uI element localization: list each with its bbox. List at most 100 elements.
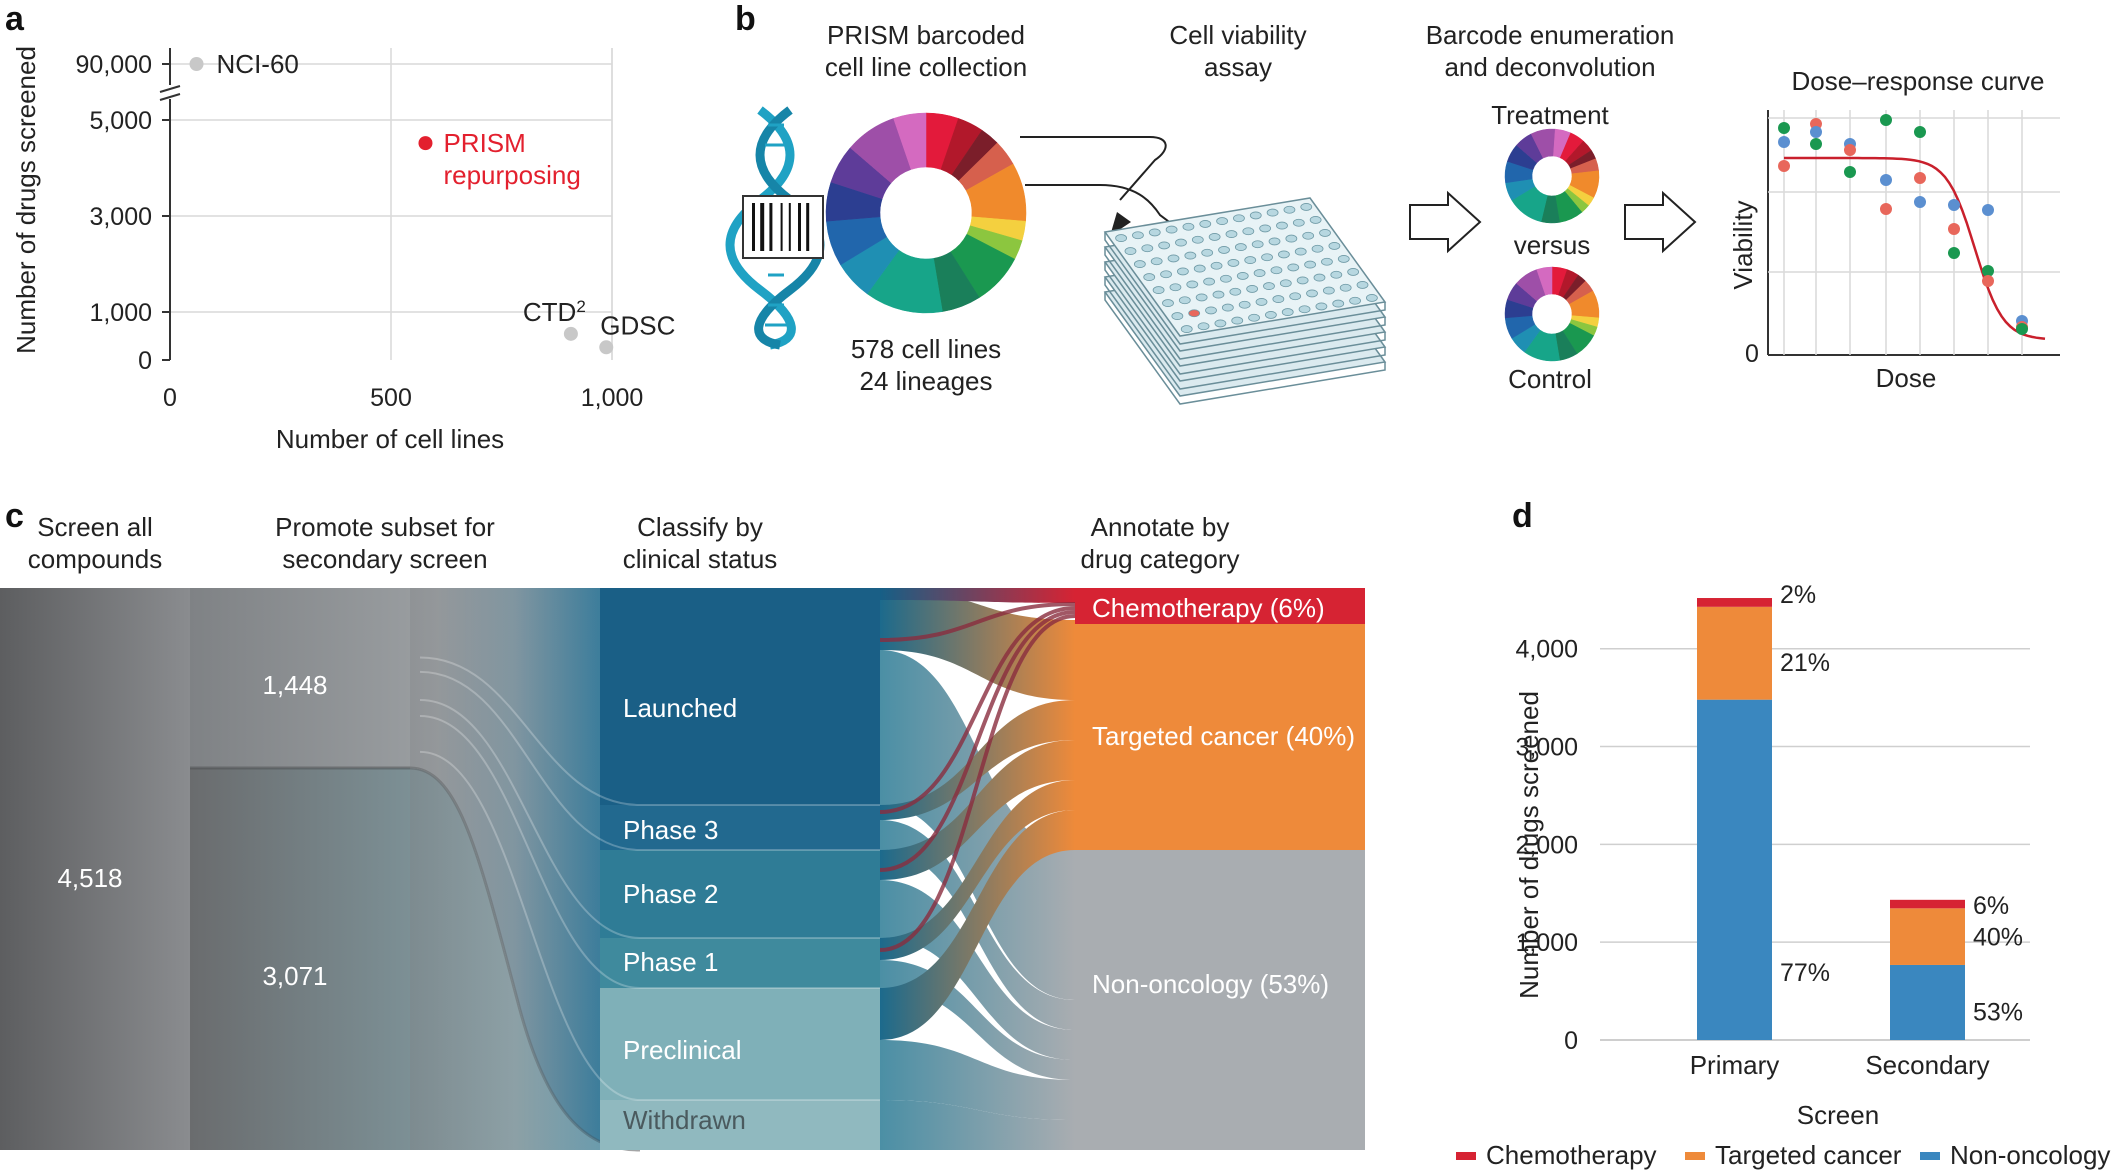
well [1313,273,1326,282]
well [1203,277,1216,286]
well [1171,312,1184,320]
well [1201,248,1214,257]
well [1281,308,1294,316]
dose-point [1948,199,1960,211]
well [1300,203,1313,211]
well [1242,227,1255,236]
d-bar-label: 53% [1973,998,2023,1026]
d-bar-segment [1890,899,1965,909]
well [1191,235,1204,244]
well [1266,208,1279,217]
a-label-gdsc: GDSC [600,310,675,340]
col3-line1: Classify by [637,512,763,542]
well [1248,313,1260,322]
a-ytick-label: 5,000 [89,107,152,135]
well [1221,303,1234,312]
well [1162,299,1174,307]
control-donut [1504,266,1600,362]
dose-point [1982,265,1994,277]
dose-point [1948,247,1960,259]
well [1319,229,1331,237]
well [1165,225,1178,234]
status-label: Preclinical [623,1035,742,1065]
d-ytick-label: 4,000 [1515,636,1578,664]
ribbon [880,588,1075,700]
well-plate-stack-icon [1103,197,1387,405]
ribbon [880,1040,1075,1120]
legend-label: Chemotherapy [1486,1140,1657,1170]
well [1349,296,1361,305]
d-ytick-label: 3,000 [1515,734,1578,762]
d-bar-label: 21% [1780,649,1830,677]
panel-a-grid [170,48,613,360]
well [1321,257,1333,266]
dose-point [1880,174,1892,186]
well [1150,257,1163,266]
well [1167,254,1180,263]
status-band [600,805,880,850]
dose-point [1810,138,1822,150]
a-label-prism-1: PRISM [443,128,525,158]
cell-line-donut [825,112,1027,314]
axis-break-mark-2 [159,93,181,101]
status-label: Phase 2 [623,879,718,909]
well [1287,263,1300,272]
well [1212,290,1225,299]
category-label: Chemotherapy (6%) [1092,593,1325,623]
well [1160,270,1172,279]
status-label: Phase 3 [623,815,718,845]
not-promoted-count: 3,071 [262,961,327,991]
d-xtick-label: Secondary [1865,1050,1989,1080]
dose-point [2016,323,2028,335]
well [1132,231,1144,240]
a-xtick-label: 500 [370,384,412,412]
dose-point [1982,275,1994,287]
category-label: Non-oncology (53%) [1092,969,1329,999]
well [1199,220,1212,228]
d-ytick-label: 2,000 [1515,831,1578,859]
status-band [600,850,880,938]
well [1264,311,1277,319]
promoted-count: 1,448 [262,670,327,700]
well [1249,211,1262,220]
col4-line2: drug category [1081,544,1240,574]
panel-label-b: b [735,0,756,38]
category-block [1075,850,1365,1150]
well [1277,250,1290,259]
a-label-ctd: CTD2 [523,296,586,327]
well [1188,309,1201,318]
dose-point [1880,203,1892,215]
well [1311,244,1324,253]
ribbon [880,588,1075,603]
well [1184,251,1197,260]
status-band [600,588,880,805]
well [1205,306,1217,315]
well [1210,261,1223,270]
well [1208,233,1221,241]
dose-point [1810,126,1822,138]
well [1234,243,1247,251]
panel-d-ylabel: Number of drugs screened [1514,691,1544,999]
curved-arrow-2 [1025,184,1181,231]
dose-point [1844,144,1856,156]
well [1193,264,1206,273]
well [1246,285,1259,293]
open-arrow-icon [1409,190,1482,254]
well [1178,296,1191,305]
a-ytick-label: 1,000 [89,299,152,327]
panel-a-xlabel: Number of cell lines [276,424,504,454]
well [1186,280,1199,289]
a-xtick-label: 0 [163,384,177,412]
col3-line2: clinical status [623,544,778,574]
well [1158,241,1171,250]
d-xtick-label: Primary [1690,1050,1780,1080]
panel-d-grid: 0 1,000 2,000 3,000 4,000 [1515,636,2030,1055]
well [1365,294,1378,302]
step3-title-line2: and deconvolution [1444,52,1655,82]
well [1328,242,1341,250]
category-ribbons [879,588,1076,1150]
d-bar-label: 77% [1780,959,1830,987]
d-bar-label: 6% [1973,892,2009,920]
well [1259,224,1272,233]
panel-label-a: a [5,0,25,38]
